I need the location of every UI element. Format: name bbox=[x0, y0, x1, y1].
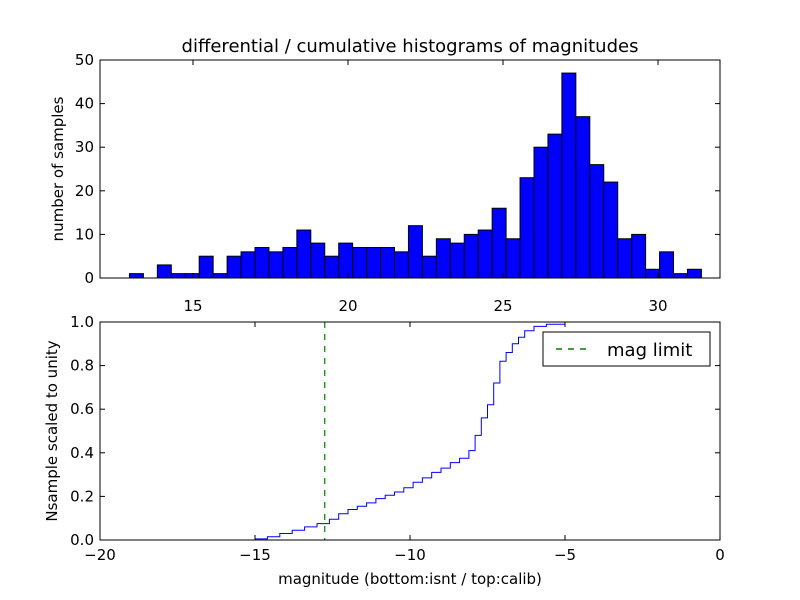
histogram-bar bbox=[561, 72, 577, 279]
histogram-bar bbox=[170, 273, 186, 279]
cumulative-y-ticks: 0.0 0.2 0.4 0.6 0.8 1.0 bbox=[70, 313, 720, 549]
histogram-xtick-label: 15 bbox=[183, 297, 202, 315]
cumulative-xtick-label: −15 bbox=[239, 546, 271, 564]
histogram-bar bbox=[366, 246, 382, 279]
histogram-bars bbox=[128, 72, 702, 279]
histogram-bar bbox=[491, 207, 507, 279]
histogram-bar bbox=[505, 238, 521, 279]
cumulative-ytick-label: 0.4 bbox=[70, 444, 94, 462]
histogram-bar bbox=[477, 229, 493, 279]
histogram-bar bbox=[659, 251, 674, 279]
histogram-bar bbox=[575, 116, 591, 279]
histogram-bar bbox=[310, 242, 326, 279]
histogram-x-ticks: 15 20 25 30 bbox=[183, 60, 668, 315]
histogram-bar bbox=[338, 242, 354, 279]
cumulative-xtick-label: 0 bbox=[715, 546, 725, 564]
histogram-bar bbox=[686, 268, 702, 279]
cumulative-ytick-label: 0.0 bbox=[70, 531, 94, 549]
histogram-bar bbox=[449, 242, 465, 279]
histogram-bar bbox=[533, 146, 549, 279]
histogram-bar bbox=[128, 273, 144, 279]
histogram-bar bbox=[519, 177, 535, 279]
histogram-axes-frame bbox=[99, 59, 721, 279]
histogram-bar bbox=[435, 238, 451, 279]
histogram-xtick-label: 25 bbox=[493, 297, 512, 315]
histogram-bar bbox=[254, 246, 270, 279]
histogram-bar bbox=[156, 264, 172, 279]
cumulative-xtick-label: −5 bbox=[554, 546, 576, 564]
cumulative-xtick-label: −20 bbox=[84, 546, 116, 564]
histogram-xtick-label: 30 bbox=[648, 297, 667, 315]
histogram-bar bbox=[380, 246, 395, 279]
histogram-bar bbox=[617, 238, 633, 279]
histogram-bar bbox=[603, 181, 619, 279]
cumulative-x-ticks: −20 −15 −10 −5 0 bbox=[84, 322, 725, 564]
histogram-bar bbox=[547, 133, 563, 279]
histogram-bar bbox=[421, 255, 437, 279]
cumulative-ytick-label: 0.8 bbox=[70, 357, 94, 375]
histogram-bar bbox=[463, 233, 479, 279]
histogram-bar bbox=[631, 233, 647, 279]
histogram-bar bbox=[240, 251, 256, 279]
histogram-ytick-label: 30 bbox=[75, 138, 94, 156]
histogram-bar bbox=[184, 273, 200, 279]
histogram-bar bbox=[352, 246, 368, 279]
histogram-y-ticks: 0 10 20 30 40 50 bbox=[75, 51, 720, 287]
histogram-bar bbox=[673, 273, 688, 279]
histogram-bar bbox=[226, 255, 242, 279]
cumulative-plot bbox=[100, 321, 720, 541]
histogram-bar bbox=[394, 251, 409, 279]
histogram-bar bbox=[212, 273, 228, 279]
histogram-bar bbox=[407, 225, 423, 279]
histogram-title: differential / cumulative histograms of … bbox=[182, 36, 639, 57]
histogram-bar bbox=[589, 164, 605, 279]
histogram-ytick-label: 20 bbox=[75, 182, 94, 200]
histogram-bar bbox=[198, 255, 214, 279]
histogram-bar bbox=[268, 251, 284, 279]
histogram-xtick-label: 20 bbox=[338, 297, 357, 315]
cumulative-xlabel: magnitude (bottom:isnt / top:calib) bbox=[278, 570, 542, 588]
histogram-ytick-label: 50 bbox=[75, 51, 94, 69]
histogram-ytick-label: 0 bbox=[84, 269, 94, 287]
histogram-bar bbox=[645, 268, 661, 279]
histogram-ytick-label: 10 bbox=[75, 225, 94, 243]
legend-label-mag-limit: mag limit bbox=[607, 340, 692, 361]
histogram-bar bbox=[282, 246, 298, 279]
cumulative-step-line bbox=[100, 321, 720, 541]
cumulative-ytick-label: 0.6 bbox=[70, 400, 94, 418]
histogram-ylabel: number of samples bbox=[49, 96, 67, 241]
cumulative-xtick-label: −10 bbox=[394, 546, 426, 564]
legend: mag limit bbox=[542, 331, 711, 367]
cumulative-ytick-label: 0.2 bbox=[70, 487, 94, 505]
histogram-ytick-label: 40 bbox=[75, 95, 94, 113]
cumulative-ytick-label: 1.0 bbox=[70, 313, 94, 331]
histogram-bar bbox=[324, 255, 340, 279]
histogram-bar bbox=[296, 229, 312, 279]
cumulative-ylabel: Nsample scaled to unity bbox=[43, 340, 61, 521]
